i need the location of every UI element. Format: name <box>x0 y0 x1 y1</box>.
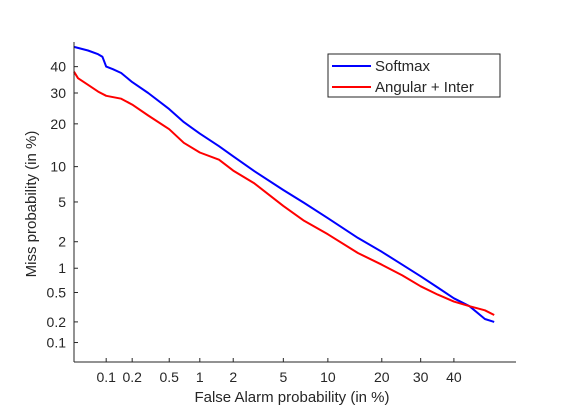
y-tick-label: 0.5 <box>47 284 67 300</box>
x-tick-label: 0.1 <box>96 369 116 385</box>
y-tick-label: 20 <box>50 116 66 132</box>
y-ticks: 0.1 0.2 0.5 1 2 5 10 20 30 40 <box>47 59 78 351</box>
x-tick-label: 5 <box>279 369 287 385</box>
y-tick-label: 0.2 <box>47 314 67 330</box>
legend-label-angular-inter: Angular + Inter <box>375 79 474 96</box>
series-line-angular-inter <box>73 71 495 316</box>
x-tick-label: 10 <box>320 369 336 385</box>
y-tick-label: 0.1 <box>47 335 67 351</box>
series-layer <box>73 45 495 323</box>
x-tick-label: 20 <box>374 369 390 385</box>
x-axis-label: False Alarm probability (in %) <box>194 389 389 406</box>
x-tick-label: 0.2 <box>122 369 142 385</box>
series-line-softmax <box>73 45 495 323</box>
y-tick-label: 30 <box>50 85 66 101</box>
legend-label-softmax: Softmax <box>375 58 431 75</box>
x-ticks: 0.1 0.2 0.5 1 2 5 10 20 30 40 <box>96 358 462 385</box>
legend: Softmax Angular + Inter <box>327 53 501 98</box>
legend-box <box>327 53 501 98</box>
y-tick-label: 40 <box>50 59 66 75</box>
y-tick-label: 10 <box>50 159 66 175</box>
y-tick-label: 1 <box>58 260 66 276</box>
x-tick-label: 0.5 <box>159 369 179 385</box>
x-tick-label: 30 <box>413 369 429 385</box>
x-tick-label: 2 <box>229 369 237 385</box>
y-tick-label: 2 <box>58 234 66 250</box>
y-tick-label: 5 <box>58 194 66 210</box>
x-tick-label: 1 <box>196 369 204 385</box>
x-tick-label: 40 <box>446 369 462 385</box>
y-axis-label: Miss probability (in %) <box>23 131 40 278</box>
